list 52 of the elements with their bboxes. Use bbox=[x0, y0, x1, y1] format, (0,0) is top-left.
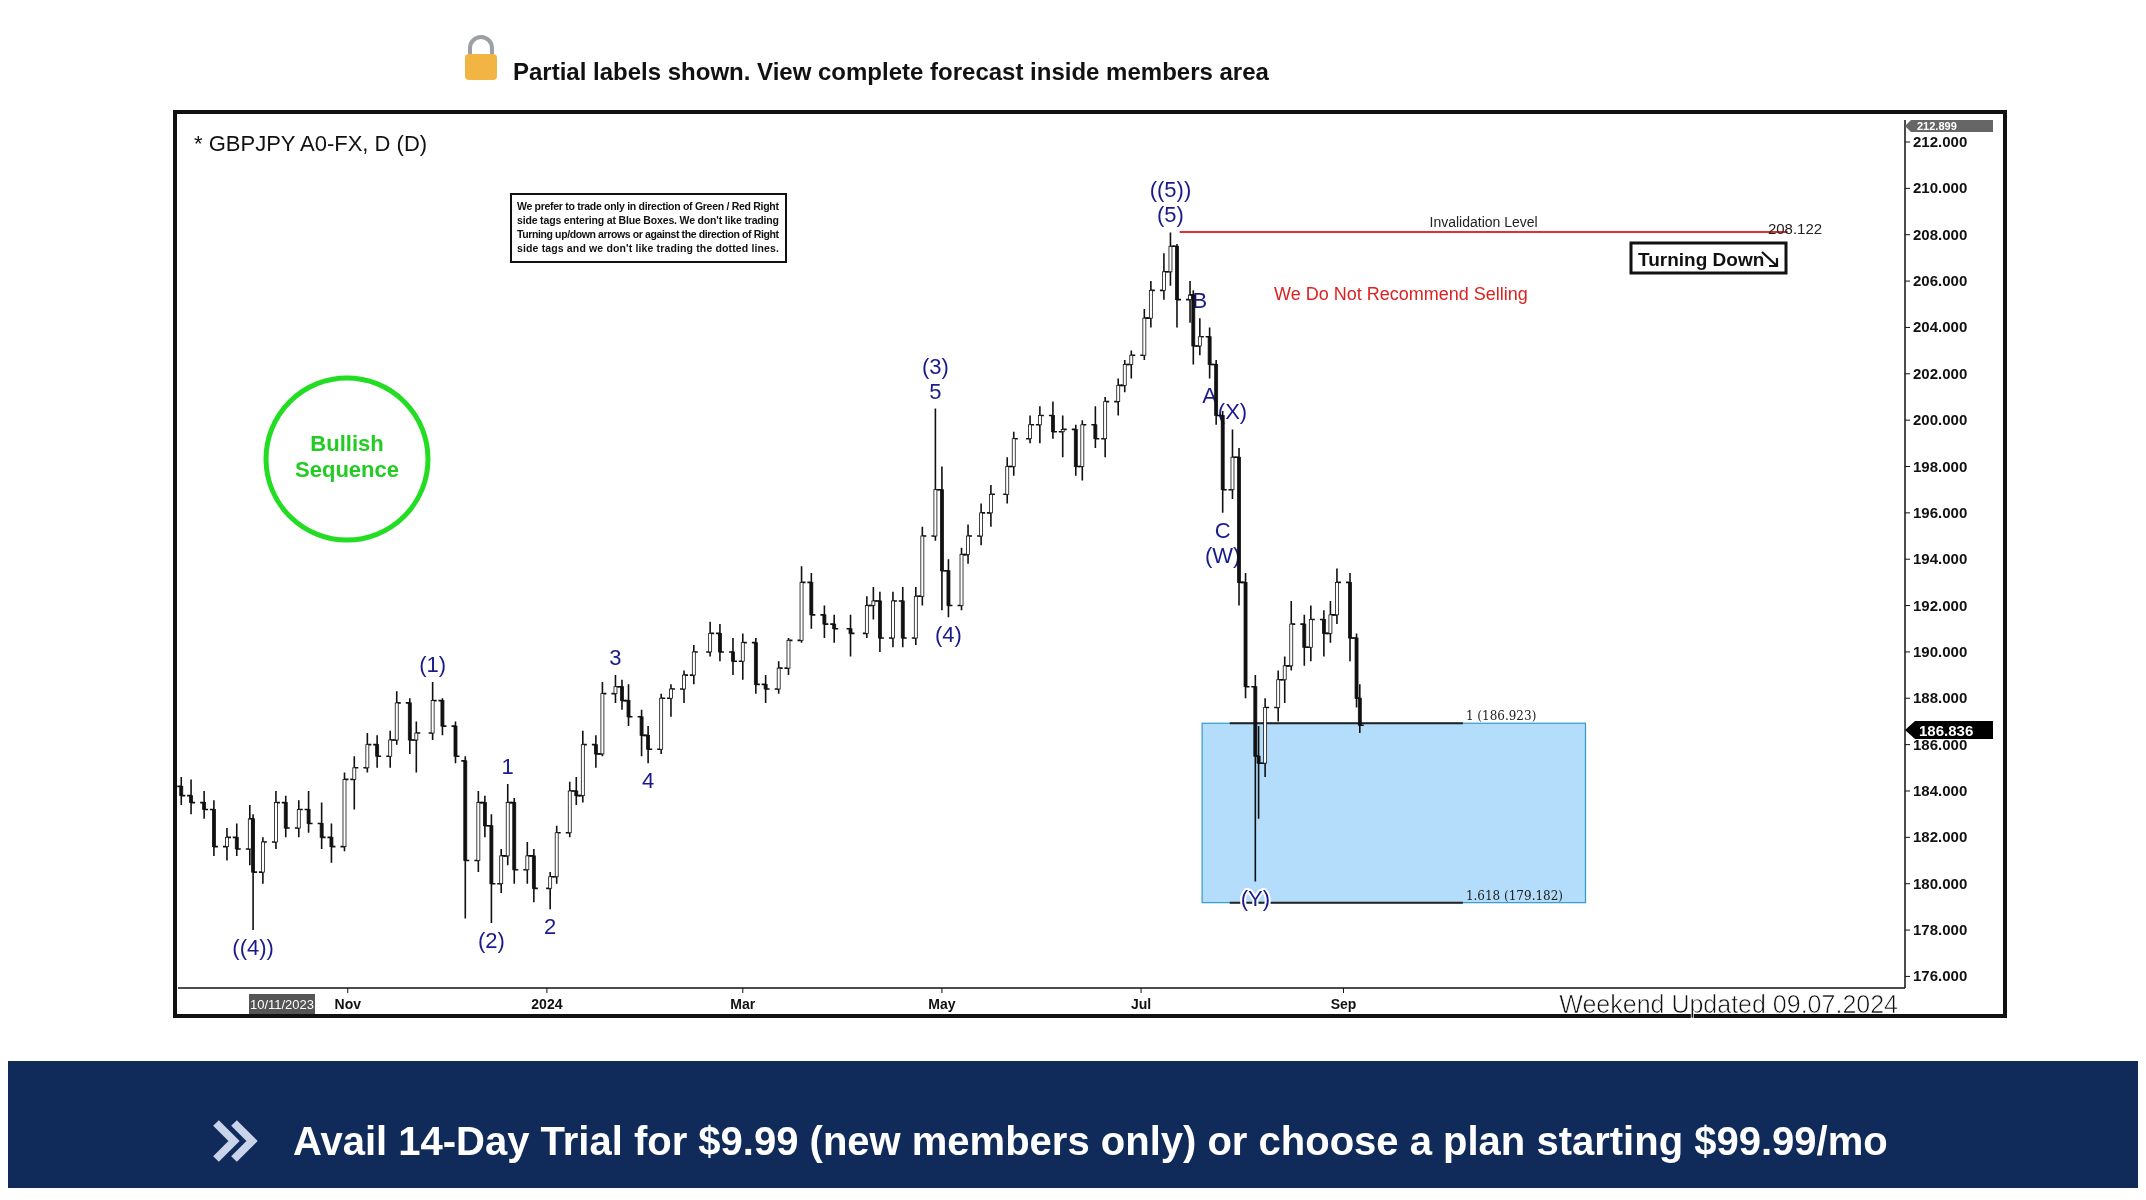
text: Weekend Updated 09.07.2024 bbox=[1559, 990, 1899, 1018]
y-tick-label: 198.000 bbox=[1913, 457, 1968, 475]
annotation: We Do Not Recommend Selling bbox=[1274, 284, 1528, 304]
y-tick-label: 188.000 bbox=[1913, 689, 1968, 707]
annotation: (3) bbox=[921, 353, 949, 379]
y-tick-label: 210.000 bbox=[1913, 179, 1968, 197]
x-tick-label: Mar bbox=[730, 996, 756, 1012]
y-tick-label: 204.000 bbox=[1913, 318, 1968, 336]
text: 10/11/2023 bbox=[249, 997, 315, 1012]
annotation: (X) bbox=[1217, 399, 1248, 425]
annotation: (1) bbox=[419, 652, 447, 678]
y-tick-label: 180.000 bbox=[1913, 874, 1968, 892]
annotation: 208.122 bbox=[1767, 220, 1823, 237]
annotation: Turning Down bbox=[1638, 249, 1765, 270]
x-tick-label: 2024 bbox=[531, 996, 563, 1012]
ref-line-label: 1 (186.923) bbox=[1465, 709, 1537, 724]
annotation: 2 bbox=[544, 914, 557, 940]
text: Partial labels shown. View complete forecast inside members area bbox=[513, 58, 1270, 85]
text: Avail 14-Day Trial for $9.99 (new members only) or choose a plan starting $99.99/mo bbox=[293, 1119, 1888, 1163]
annotation: ((4)) bbox=[232, 935, 274, 961]
ref-line-label: 1.618 (179.182) bbox=[1465, 888, 1564, 903]
annotation: (2) bbox=[477, 928, 505, 954]
y-tick-label: 206.000 bbox=[1913, 272, 1968, 290]
annotation: 1 bbox=[501, 754, 514, 780]
annotation: 5 bbox=[929, 378, 942, 404]
y-tick-label: 212.000 bbox=[1913, 133, 1968, 151]
annotation: 3 bbox=[609, 645, 622, 671]
annotation: (4) bbox=[935, 622, 962, 648]
annotation: C bbox=[1214, 517, 1231, 543]
annotation: Bullish Sequence bbox=[295, 431, 399, 482]
y-tick-label: 194.000 bbox=[1913, 550, 1968, 568]
y-tick-label: 184.000 bbox=[1913, 781, 1968, 799]
x-tick-label: Nov bbox=[334, 996, 362, 1012]
text: * GBPJPY A0-FX, D (D) bbox=[194, 131, 428, 156]
x-tick-label: Sep bbox=[1330, 996, 1357, 1012]
y-tick-label: 208.000 bbox=[1913, 225, 1968, 243]
annotation: ((5)) bbox=[1149, 177, 1192, 203]
y-tick-label: 192.000 bbox=[1913, 596, 1968, 614]
annotation: (5) bbox=[1157, 202, 1184, 228]
x-tick-label: May bbox=[928, 996, 956, 1012]
annotation: We prefer to trade only in direction of Green / Red Right side tags entering at Blue Boxes. We don't like trading Turning up/down arrows or against the direction of Right side tags and we don't like trading the dotted lines. bbox=[517, 200, 780, 254]
y-tick-label: 182.000 bbox=[1913, 828, 1968, 846]
y-tick-label: 200.000 bbox=[1913, 411, 1968, 429]
y-tick-label: 202.000 bbox=[1913, 364, 1968, 382]
x-tick-label: Jul bbox=[1130, 996, 1152, 1012]
y-tick-label: 196.000 bbox=[1913, 503, 1968, 521]
ref-line-label: Invalidation Level bbox=[1429, 213, 1538, 230]
text: 212.899 bbox=[1917, 120, 1957, 132]
y-tick-label: 190.000 bbox=[1913, 642, 1968, 660]
annotation: 4 bbox=[641, 768, 655, 794]
y-tick-label: 176.000 bbox=[1913, 967, 1968, 985]
y-tick-label: 178.000 bbox=[1913, 921, 1968, 939]
